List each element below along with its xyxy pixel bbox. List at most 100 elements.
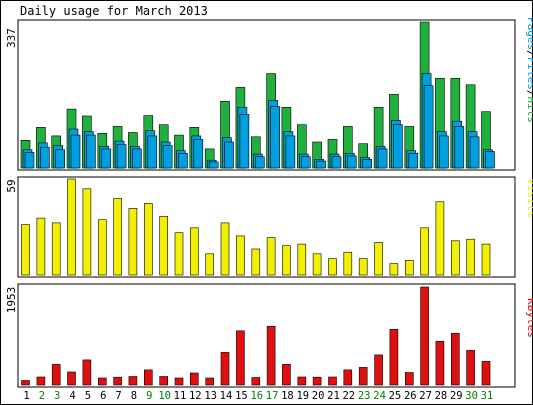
pages-bar (285, 135, 296, 169)
pages-bar (116, 144, 127, 169)
day-label: 28 (435, 390, 448, 402)
day-label: 26 (404, 390, 417, 402)
kbytes-bar (82, 359, 92, 386)
visits-bar (174, 232, 184, 276)
kbytes-bar (51, 364, 61, 386)
kbytes-bar (420, 286, 429, 386)
pages-bar (147, 135, 158, 169)
visits-bar (420, 227, 429, 276)
day-label: 12 (189, 390, 202, 402)
side-label-sep-1: / (525, 50, 533, 57)
panel-frame-visits (17, 176, 516, 278)
day-label: 14 (220, 390, 233, 402)
visits-bar (358, 258, 368, 276)
day-label: 29 (450, 390, 463, 402)
visits-bar (266, 237, 276, 276)
pages-bar (224, 141, 234, 169)
visits-bar (450, 240, 460, 276)
day-label: 8 (131, 390, 137, 402)
bars-pages-files-hits (20, 21, 495, 169)
pages-bar (469, 136, 480, 169)
panel-frame-kbytes (17, 283, 516, 388)
kbytes-bar (435, 340, 445, 386)
visits-bar (236, 235, 245, 276)
day-labels: 1 2 3 4 5 6 7 8 9 10 11 12 13 14 15 16 17 18 19 20 21 22 23 24 2… (23, 390, 493, 402)
scale-label-top: 337 (5, 28, 18, 48)
kbytes-bar (251, 377, 261, 386)
kbytes-bar (220, 352, 230, 386)
kbytes-bar (236, 330, 245, 386)
day-label: 5 (85, 390, 91, 402)
kbytes-bar (21, 380, 30, 386)
pages-bar (408, 153, 419, 169)
day-label: 21 (327, 390, 340, 402)
side-label-hits: Hits (525, 97, 533, 124)
visits-bar (435, 201, 445, 276)
pages-bar (162, 145, 173, 169)
kbytes-bar (159, 376, 168, 386)
pages-bar (393, 124, 403, 169)
visits-bar (190, 227, 199, 276)
chart-title: Daily usage for March 2013 (20, 4, 208, 18)
visits-bar (82, 188, 92, 276)
day-label: 13 (204, 390, 217, 402)
kbytes-bar (190, 372, 199, 386)
kbytes-bar (144, 369, 153, 386)
side-label-files: Files (525, 57, 533, 90)
kbytes-bar (404, 372, 414, 386)
visits-bar (113, 198, 122, 276)
day-label: 7 (115, 390, 121, 402)
pages-bar (362, 159, 373, 169)
side-label-sep-2: / (525, 90, 533, 97)
visits-bar (51, 222, 61, 276)
day-label: 27 (419, 390, 432, 402)
side-label-pages: Pages (525, 17, 533, 50)
visits-bar (297, 243, 307, 276)
day-label: 6 (100, 390, 106, 402)
panel-frame-pages-files-hits (17, 19, 516, 171)
visits-bar (159, 216, 168, 276)
visits-bar (466, 238, 475, 276)
kbytes-bar (328, 376, 337, 386)
kbytes-bar (266, 325, 276, 386)
visits-bar (144, 203, 153, 276)
visits-bar (328, 258, 337, 276)
pages-bar (70, 134, 81, 169)
kbytes-bar (297, 376, 307, 386)
day-label: 11 (174, 390, 187, 402)
visits-bar (128, 208, 138, 276)
pages-bar (86, 134, 96, 169)
side-label-pages-files-hits: Pages/Files/Hits (525, 17, 533, 123)
kbytes-bar (36, 376, 46, 386)
visits-bar (404, 260, 414, 276)
bars-kbytes (21, 286, 491, 386)
kbytes-bar (67, 371, 76, 386)
pages-bar (178, 153, 188, 169)
pages-bar (40, 146, 50, 169)
visits-bar (374, 242, 383, 276)
visits-bar (312, 253, 322, 276)
pages-bar (439, 135, 449, 169)
pages-bar (454, 126, 465, 169)
day-label: 22 (342, 390, 355, 402)
day-label: 9 (146, 390, 152, 402)
pages-bar (423, 85, 434, 169)
kbytes-bar (205, 377, 214, 386)
kbytes-bar (374, 354, 383, 386)
pages-bar (316, 160, 326, 169)
kbytes-bar (389, 328, 399, 386)
day-label: 1 (23, 390, 29, 402)
day-label: 20 (312, 390, 325, 402)
kbytes-bar (450, 332, 460, 386)
visits-bar (205, 253, 214, 276)
day-label: 4 (69, 390, 75, 402)
bars-visits (21, 178, 491, 276)
day-label: 30 (465, 390, 478, 402)
kbytes-bar (174, 377, 184, 386)
visits-bar (98, 219, 107, 276)
day-label: 19 (296, 390, 309, 402)
pages-bar (101, 148, 112, 169)
visits-bar (36, 217, 46, 276)
pages-bar (239, 114, 250, 169)
